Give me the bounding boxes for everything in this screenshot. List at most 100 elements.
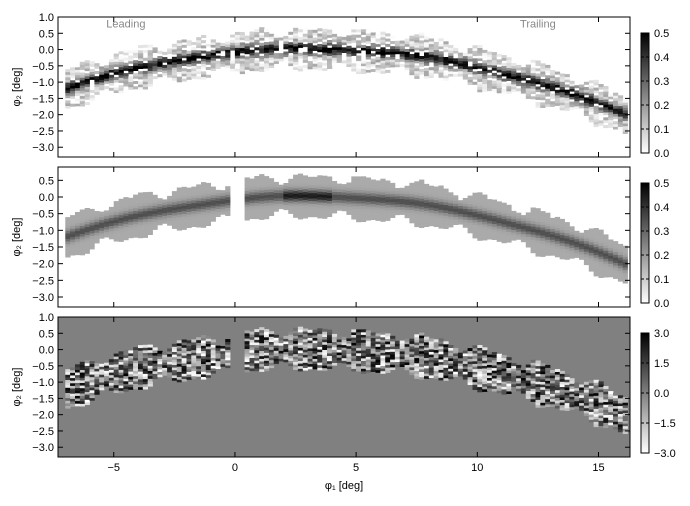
heatmap-cell — [424, 373, 430, 377]
heatmap-cell — [336, 357, 342, 361]
heatmap-cell — [108, 67, 115, 70]
heatmap-cell — [104, 73, 110, 77]
heatmap-cell — [157, 69, 163, 72]
heatmap-cell — [448, 350, 454, 354]
heatmap-cell — [545, 396, 551, 400]
heatmap-cell — [467, 358, 473, 362]
heatmap-cell — [108, 214, 115, 218]
heatmap-cell — [264, 208, 270, 212]
heatmap-cell — [598, 425, 604, 429]
heatmap-cell — [108, 217, 115, 221]
heatmap-cell — [564, 76, 570, 80]
heatmap-cell — [220, 363, 226, 367]
heatmap-cell — [482, 68, 488, 72]
heatmap-cell — [157, 371, 163, 375]
heatmap-cell — [593, 379, 599, 383]
heatmap-cell — [588, 380, 594, 384]
heatmap-cell — [414, 362, 420, 366]
heatmap-cell — [559, 391, 565, 395]
heatmap-cell — [89, 371, 95, 375]
heatmap-cell — [176, 342, 182, 346]
heatmap-cell — [273, 203, 279, 207]
heatmap-cell — [419, 190, 425, 194]
heatmap-cell — [79, 380, 85, 383]
heatmap-cell — [535, 248, 541, 252]
heatmap-cell — [273, 358, 279, 362]
heatmap-cell — [530, 231, 536, 235]
heatmap-cell — [288, 339, 294, 343]
heatmap-cell — [133, 207, 139, 211]
heatmap-cell — [293, 340, 299, 344]
heatmap-cell — [579, 407, 585, 411]
heatmap-cell — [477, 237, 483, 241]
heatmap-cell — [559, 242, 565, 246]
heatmap-cell — [142, 205, 148, 209]
heatmap-cell — [293, 51, 299, 55]
heatmap-cell — [138, 371, 144, 375]
heatmap-cell — [588, 263, 594, 267]
heatmap-cell — [186, 71, 192, 75]
heatmap-cell — [559, 97, 565, 100]
heatmap-cell — [506, 57, 512, 61]
y-tick-label: −3.0 — [32, 142, 54, 154]
heatmap-cell — [545, 212, 551, 216]
heatmap-cell — [293, 353, 299, 357]
heatmap-cell — [128, 86, 134, 90]
heatmap-cell — [482, 75, 488, 79]
heatmap-cell — [540, 381, 546, 385]
heatmap-cell — [138, 81, 144, 85]
heatmap-cell — [94, 371, 100, 374]
heatmap-cell — [254, 208, 260, 212]
heatmap-cell — [540, 251, 546, 255]
heatmap-cell — [603, 91, 609, 95]
heatmap-cell — [201, 182, 207, 186]
heatmap-cell — [113, 371, 119, 375]
heatmap-cell — [462, 350, 468, 354]
heatmap-cell — [94, 240, 100, 244]
heatmap-cell — [380, 368, 386, 372]
heatmap-cell — [554, 74, 561, 78]
heatmap-cell — [540, 248, 546, 252]
heatmap-cell — [399, 187, 405, 191]
heatmap-cell — [84, 224, 90, 228]
heatmap-cell — [268, 194, 275, 198]
heatmap-cell — [390, 214, 396, 218]
heatmap-cell — [438, 338, 444, 342]
heatmap-cell — [254, 205, 260, 209]
heatmap-cell — [477, 78, 483, 82]
heatmap-cell — [487, 85, 493, 89]
heatmap-cell — [501, 378, 507, 382]
heatmap-cell — [302, 349, 308, 353]
heatmap-cell — [409, 343, 415, 347]
heatmap-cell — [118, 236, 124, 240]
heatmap-cell — [89, 246, 95, 250]
heatmap-cell — [142, 226, 148, 230]
heatmap-cell — [302, 59, 308, 63]
heatmap-cell — [356, 42, 362, 46]
heatmap-cell — [79, 361, 85, 365]
heatmap-cell — [453, 355, 459, 359]
heatmap-cell — [482, 197, 488, 201]
heatmap-cell — [390, 48, 396, 52]
heatmap-cell — [152, 194, 158, 198]
heatmap-cell — [171, 343, 178, 347]
heatmap-cell — [278, 200, 284, 204]
heatmap-cell — [113, 382, 119, 386]
heatmap-cell — [341, 50, 347, 53]
heatmap-cell — [171, 375, 178, 379]
heatmap-cell — [196, 376, 202, 380]
colorbar-tick-label: 0.1 — [654, 124, 669, 136]
heatmap-cell — [356, 205, 362, 209]
heatmap-cell — [181, 202, 187, 206]
heatmap-cell — [613, 395, 619, 399]
heatmap-cell — [506, 65, 512, 68]
heatmap-cell — [540, 84, 546, 88]
heatmap-cell — [598, 269, 604, 273]
heatmap-cell — [520, 382, 527, 386]
heatmap-cell — [196, 76, 202, 80]
heatmap-cell — [128, 211, 134, 215]
heatmap-cell — [79, 374, 85, 378]
heatmap-cell — [482, 388, 488, 392]
heatmap-cell — [108, 77, 115, 81]
heatmap-cell — [104, 373, 110, 377]
